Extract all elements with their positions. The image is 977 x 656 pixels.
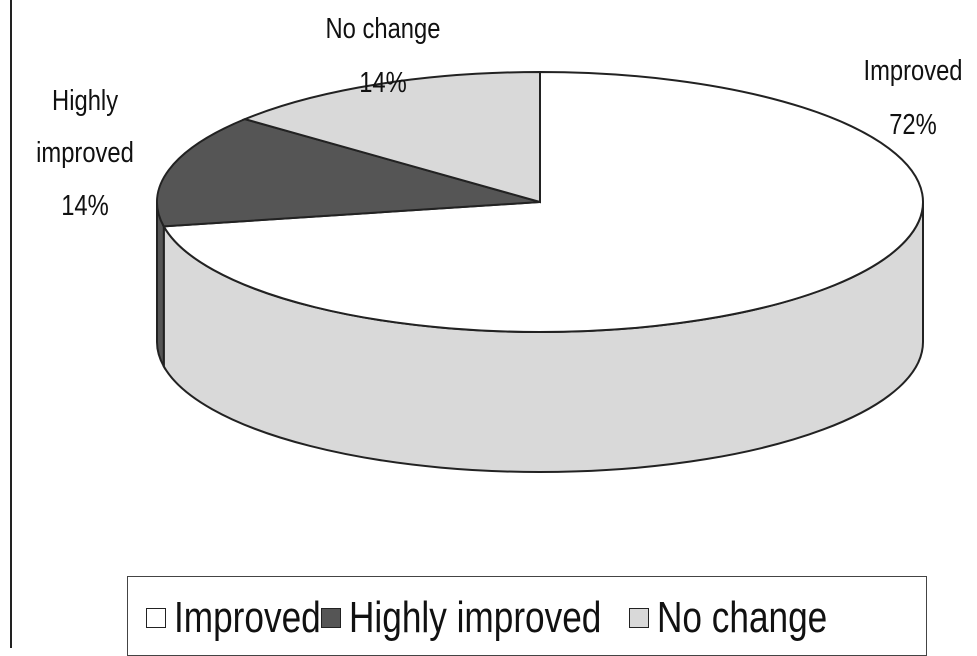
- label-highly-value: 14%: [61, 189, 109, 222]
- legend-swatch-no-change: [628, 608, 649, 628]
- slice-highly-improved: [156, 118, 541, 228]
- legend-swatch-improved: [146, 608, 166, 628]
- label-improved-value: 72%: [889, 108, 937, 141]
- label-nochange-value: 14%: [359, 66, 407, 99]
- label-highly-name-line2: improved: [36, 136, 134, 169]
- legend-item-no-change: No change: [628, 593, 827, 643]
- legend-items: Improved Highly improved No change: [146, 588, 834, 648]
- legend-item-improved: Improved: [146, 593, 321, 643]
- slice-improved: [162, 70, 924, 333]
- legend-item-highly-improved: Highly improved: [321, 593, 614, 643]
- label-improved-name: Improved: [863, 54, 962, 87]
- side-highly-improved: [156, 201, 165, 371]
- frame-border: [10, 0, 12, 648]
- legend-swatch-highly-improved: [321, 608, 342, 628]
- legend: [127, 576, 927, 656]
- label-highly-name-line1: Highly: [52, 84, 119, 117]
- legend-label-no-change: No change: [656, 593, 828, 642]
- slice-no-change: [241, 70, 541, 204]
- legend-label-highly-improved: Highly improved: [349, 593, 602, 642]
- legend-label-improved: Improved: [174, 593, 321, 642]
- label-nochange-name: No change: [326, 12, 441, 45]
